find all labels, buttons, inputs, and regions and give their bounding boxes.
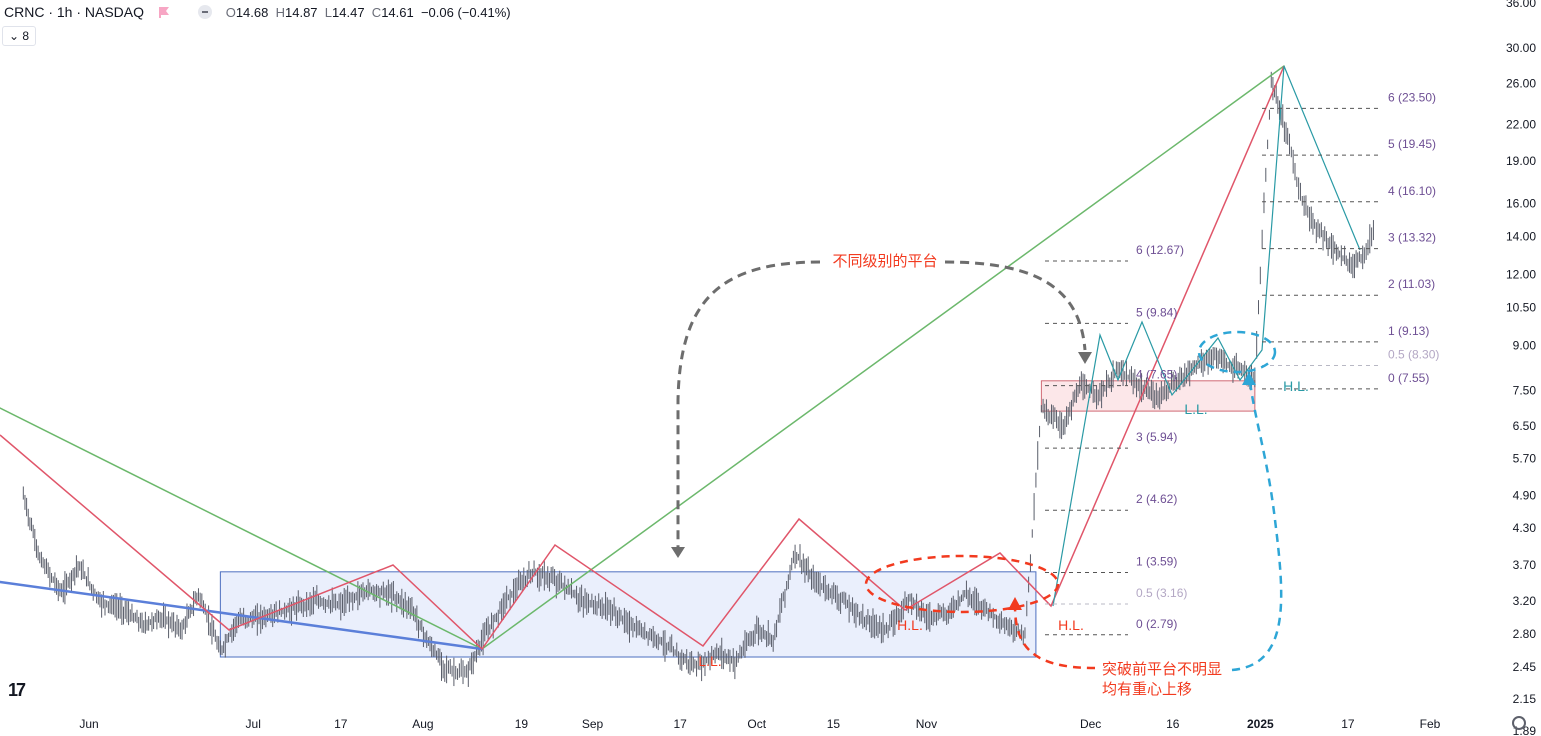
gray-arrowhead-down — [671, 547, 685, 558]
gray-arrow-left — [676, 260, 821, 548]
fib-upper-label: 4 (16.10) — [1388, 184, 1436, 198]
x-tick-label: Aug — [412, 717, 433, 731]
chart-header: CRNC · 1h · NASDAQ O14.68 H14.87 L14.47 … — [4, 2, 511, 22]
fib-upper-label: 2 (11.03) — [1388, 277, 1435, 291]
indicator-count: 8 — [22, 29, 30, 43]
y-tick-label: 19.00 — [1506, 154, 1536, 168]
minus-icon[interactable] — [197, 5, 212, 19]
cyan-dashed-arrow — [1231, 381, 1283, 672]
fib-upper-label: 1 (9.13) — [1388, 324, 1429, 338]
ll-label: L.L. — [1184, 401, 1207, 417]
low-value: 14.47 — [332, 5, 365, 20]
fib-lower-label: 1 (3.59) — [1136, 555, 1177, 569]
hl-label: H.L. — [897, 617, 923, 633]
red-zigzag-line — [0, 65, 1285, 651]
blue-support-line — [0, 580, 484, 651]
fib-upper-label: 3 (13.32) — [1388, 231, 1436, 245]
x-tick-label: 16 — [1166, 717, 1180, 731]
y-tick-label: 3.70 — [1513, 558, 1537, 572]
y-tick-label: 9.00 — [1513, 338, 1537, 352]
change-value: −0.06 (−0.41%) — [420, 5, 511, 20]
platform-note: 不同级别的平台 — [832, 253, 937, 270]
x-tick-label: Jun — [79, 717, 98, 731]
fib-upper-label: 0.5 (8.30) — [1388, 347, 1439, 361]
symbol-title[interactable]: CRNC · 1h · NASDAQ — [4, 4, 145, 20]
y-tick-label: 30.00 — [1506, 41, 1536, 55]
y-tick-label: 3.20 — [1513, 594, 1537, 608]
fib-lower-label: 4 (7.65) — [1136, 368, 1177, 382]
chevron-down-icon: ⌄ — [9, 29, 20, 43]
fib-upper-label: 6 (23.50) — [1388, 90, 1436, 104]
red-dashed-arrow — [1013, 604, 1096, 670]
y-tick-label: 36.00 — [1506, 0, 1536, 10]
y-tick-label: 2.15 — [1513, 692, 1537, 706]
fib-lower-label: 0 (2.79) — [1136, 617, 1177, 631]
x-tick-label: Feb — [1420, 717, 1441, 731]
fib-lower-label: 0.5 (3.16) — [1136, 586, 1187, 600]
y-tick-label: 26.00 — [1506, 76, 1536, 90]
gear-icon[interactable] — [1512, 716, 1526, 730]
gray-arrow-right — [944, 260, 1087, 351]
flag-icon[interactable] — [158, 6, 170, 18]
x-tick-label: 17 — [1341, 717, 1355, 731]
x-tick-label: Nov — [916, 717, 937, 731]
y-tick-label: 7.50 — [1513, 384, 1537, 398]
hl-label: H.L. — [1283, 378, 1309, 394]
fib-upper-label: 0 (7.55) — [1388, 371, 1429, 385]
y-tick-label: 2.45 — [1513, 660, 1537, 674]
y-tick-label: 4.30 — [1513, 521, 1537, 535]
y-tick-label: 16.00 — [1506, 196, 1536, 210]
high-value: 14.87 — [285, 5, 318, 20]
x-tick-label: Jul — [246, 717, 261, 731]
fib-upper-label: 5 (19.45) — [1388, 137, 1436, 151]
y-tick-label: 22.00 — [1506, 118, 1536, 132]
x-tick-label: 17 — [334, 717, 348, 731]
tradingview-logo-icon[interactable]: 17 — [8, 680, 26, 700]
x-tick-label: 17 — [673, 717, 687, 731]
x-tick-label: Oct — [747, 717, 766, 731]
y-tick-label: 10.50 — [1506, 300, 1536, 314]
cyan-dashed-ellipse — [1197, 330, 1277, 374]
gray-arrowhead-right — [1078, 352, 1092, 364]
fib-lower-label: 3 (5.94) — [1136, 430, 1177, 444]
x-tick-label: 15 — [827, 717, 841, 731]
breakout-note-line1: 突破前平台不明显 — [1102, 661, 1222, 678]
y-tick-label: 6.50 — [1513, 419, 1537, 433]
y-tick-label: 2.80 — [1513, 627, 1537, 641]
indicators-toggle[interactable]: ⌄ 8 — [2, 26, 37, 46]
fib-lower-label: 5 (9.84) — [1136, 305, 1177, 319]
ohlc-values: O14.68 H14.87 L14.47 C14.61 −0.06 (−0.41… — [225, 5, 511, 20]
cyan-arrowhead-up — [1242, 372, 1256, 385]
x-tick-label: 2025 — [1247, 717, 1274, 731]
open-value: 14.68 — [235, 5, 269, 20]
fib-lower-label: 2 (4.62) — [1136, 492, 1177, 506]
teal-zigzag-line — [1052, 65, 1361, 607]
green-trend-line-down — [0, 407, 483, 650]
close-value: 14.61 — [381, 5, 414, 20]
y-tick-label: 14.00 — [1506, 229, 1536, 243]
y-tick-label: 5.70 — [1513, 451, 1537, 465]
red-arrowhead-up — [1008, 597, 1022, 610]
x-tick-label: Dec — [1080, 717, 1101, 731]
x-tick-label: 19 — [515, 717, 529, 731]
hl-label: H.L. — [1058, 617, 1084, 633]
y-tick-label: 12.00 — [1506, 267, 1536, 281]
green-trend-line-up — [481, 65, 1285, 650]
x-tick-label: Sep — [582, 717, 604, 731]
y-tick-label: 4.90 — [1513, 489, 1537, 503]
ll-label: L.L. — [698, 653, 721, 669]
fib-lower-label: 6 (12.67) — [1136, 243, 1184, 257]
red-dashed-ellipse — [864, 554, 1060, 614]
breakout-note-line2: 均有重心上移 — [1102, 681, 1192, 698]
